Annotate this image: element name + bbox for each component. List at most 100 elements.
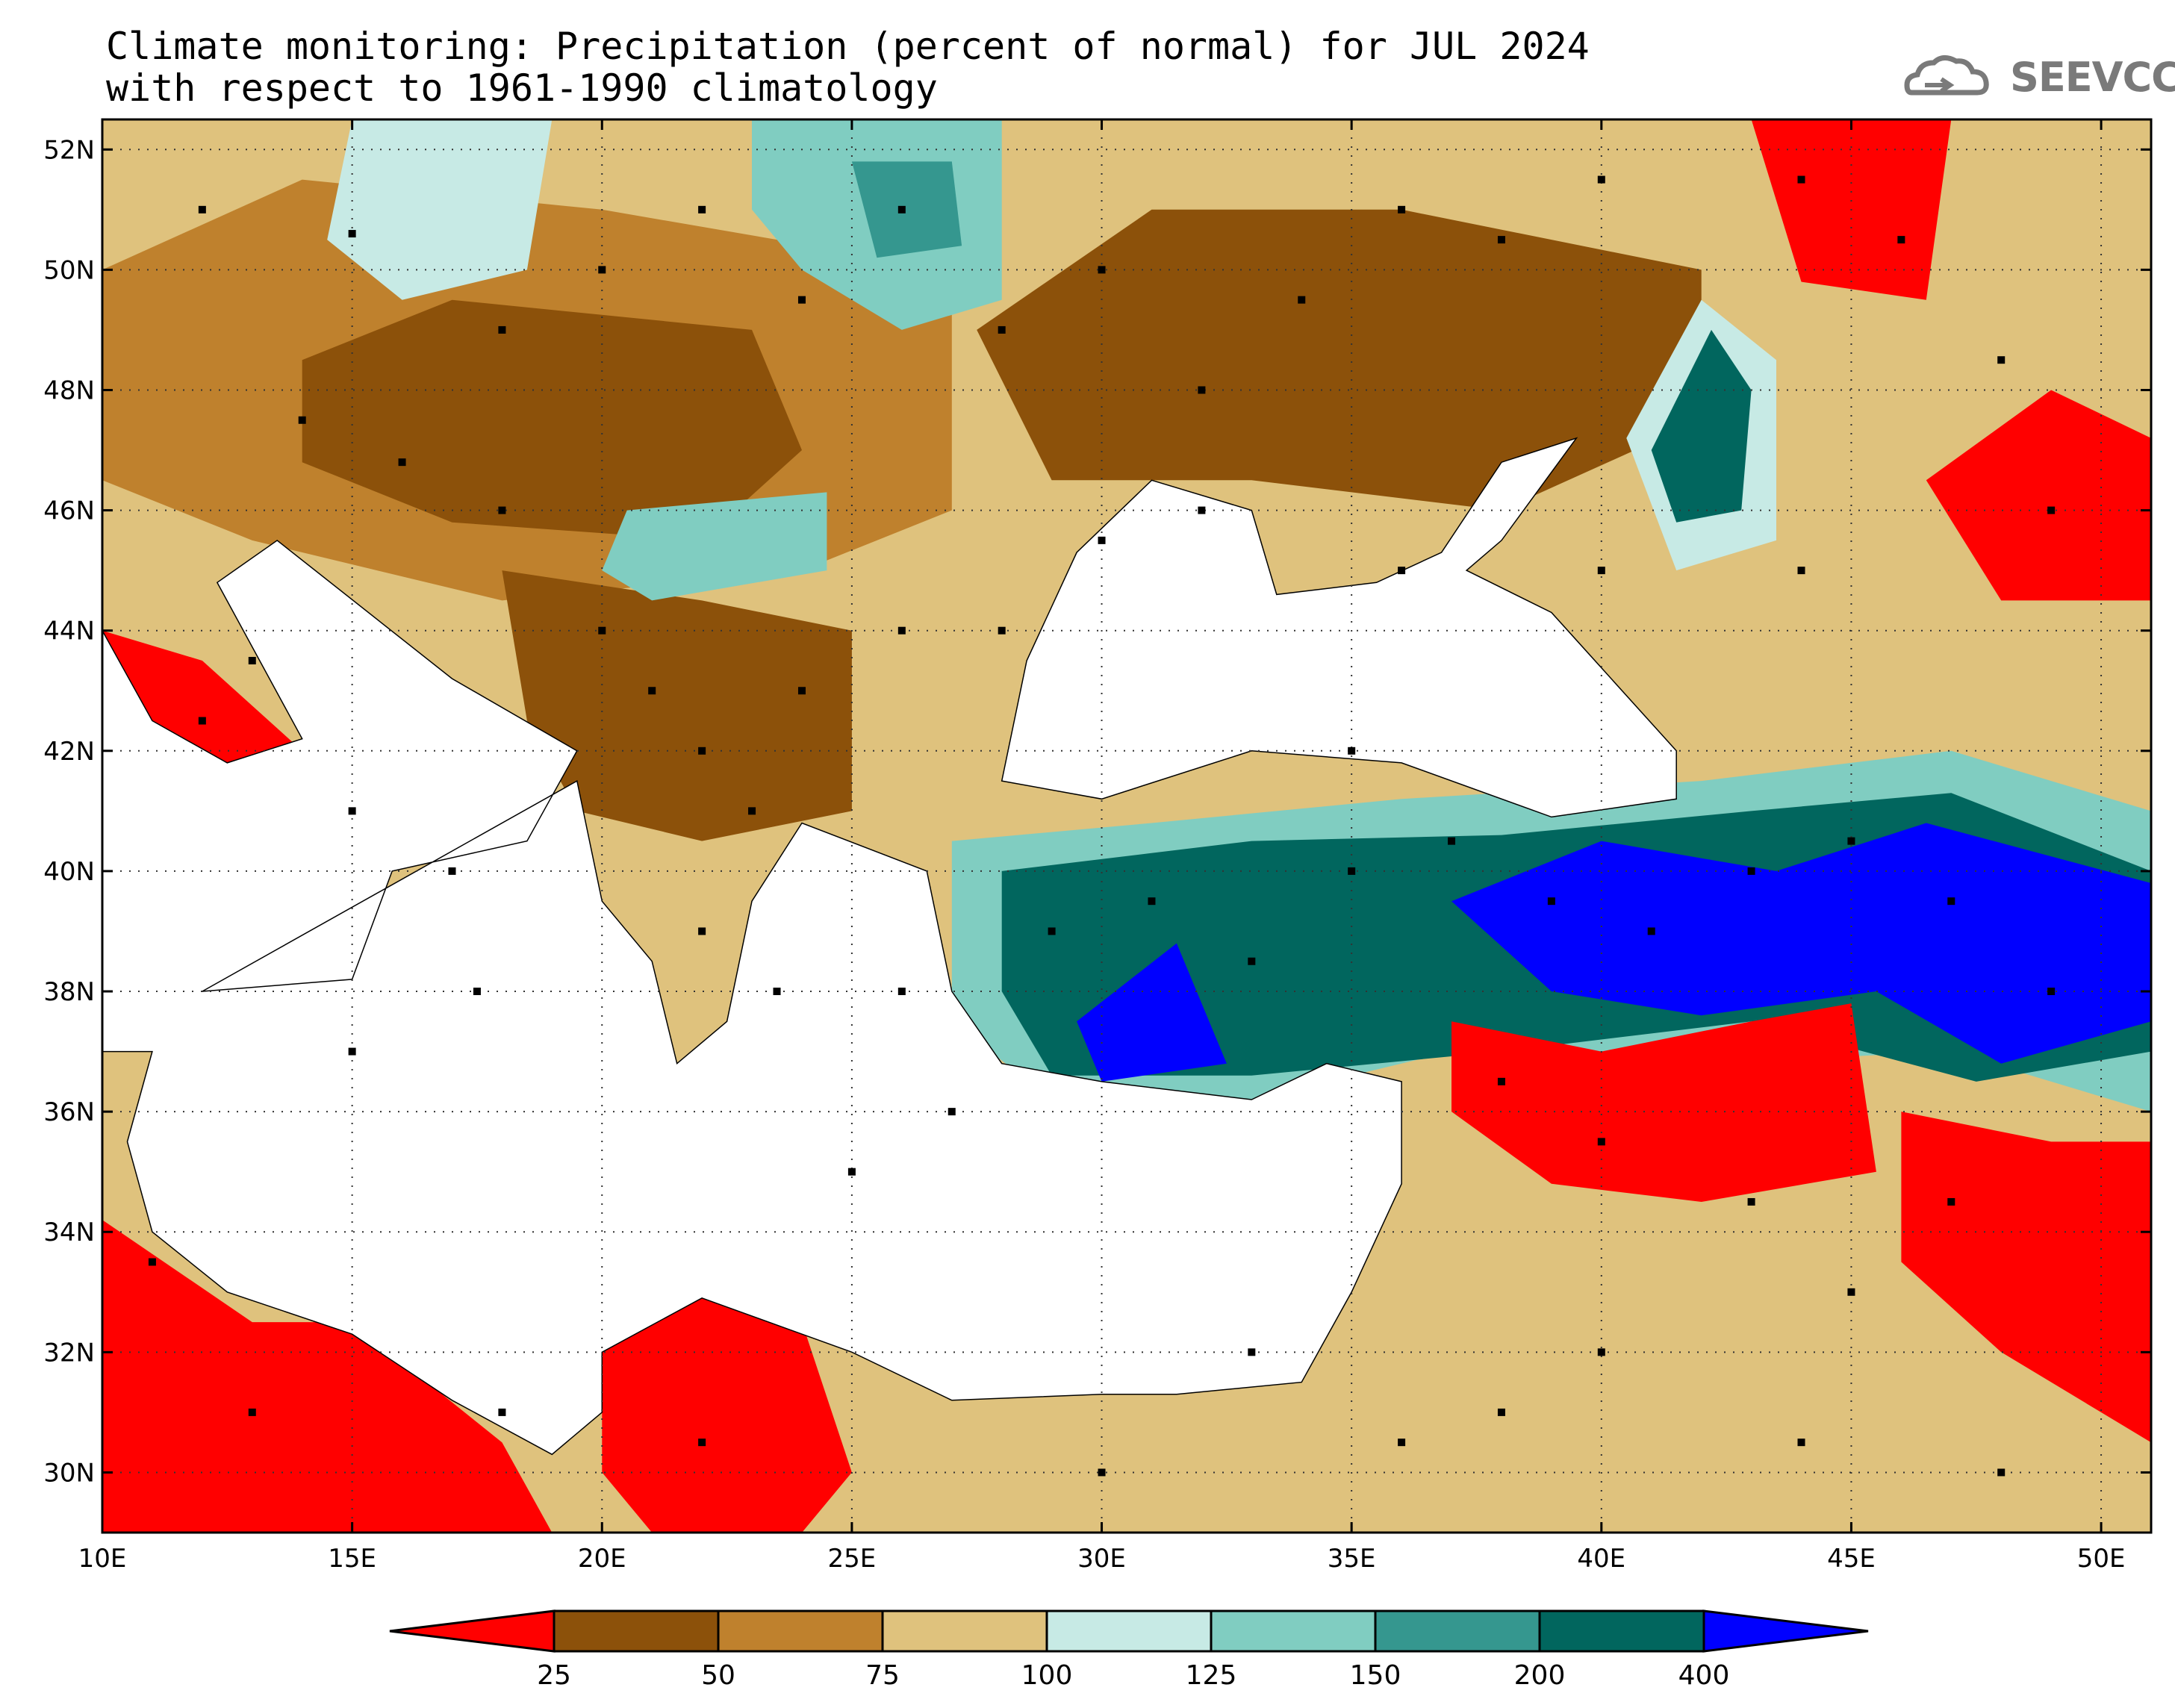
region-dry-libya-red <box>102 1220 553 1533</box>
station-marker <box>1198 506 1206 514</box>
axes: 10E 15E 20E 25E 30E 35E 40E 45E 50E 30N 32N 34N 36N 3… <box>43 119 2151 1574</box>
y-tick-label: 36N <box>43 1097 95 1127</box>
station-marker <box>698 927 706 935</box>
station-marker <box>598 266 606 274</box>
station-marker <box>1997 1468 2006 1477</box>
station-marker <box>847 1168 856 1176</box>
station-marker <box>1597 1348 1605 1356</box>
station-marker <box>773 988 781 996</box>
station-marker <box>1298 296 1306 304</box>
station-marker <box>1497 1408 1505 1416</box>
colorbar: 25 50 75 100 125 150 200 400 <box>389 1609 1869 1691</box>
station-marker <box>897 626 906 635</box>
station-marker <box>1348 747 1356 755</box>
region-dry-syria-red <box>1451 1003 1876 1202</box>
station-marker <box>348 1047 356 1056</box>
station-marker <box>1198 386 1206 394</box>
station-marker <box>2047 988 2056 996</box>
station-marker <box>1947 1197 1955 1206</box>
x-tick-label: 15E <box>328 1544 376 1574</box>
station-marker <box>1497 1077 1505 1085</box>
station-marker <box>1847 1288 1855 1296</box>
precipitation-regions <box>102 119 2151 1533</box>
station-marker <box>2047 506 2056 514</box>
sea-areas <box>102 437 1677 1456</box>
colorbar-bin <box>1210 1609 1377 1653</box>
chart-title-line-2: with respect to 1961-1990 climatology <box>106 66 938 110</box>
black-sea <box>1001 437 1677 818</box>
colorbar-bin-right-arrow <box>1702 1609 1869 1653</box>
station-marker <box>948 1108 956 1116</box>
station-marker <box>148 1258 156 1266</box>
colorbar-bin <box>1374 1609 1541 1653</box>
map-frame <box>101 118 2153 1534</box>
station-marker <box>198 717 206 725</box>
x-tick-label: 30E <box>1077 1544 1126 1574</box>
station-marker <box>897 205 906 214</box>
y-tick-label: 52N <box>43 135 95 165</box>
station-marker <box>248 1408 256 1416</box>
station-marker <box>1647 927 1655 935</box>
station-marker <box>1797 175 1805 184</box>
region-very-dry-balkans <box>502 570 852 841</box>
mediterranean-sea <box>102 539 1402 1456</box>
station-marker <box>1547 897 1555 906</box>
colorbar-label: 125 <box>1186 1660 1237 1691</box>
colorbar-label: 400 <box>1678 1660 1730 1691</box>
colorbar-label: 75 <box>865 1660 900 1691</box>
y-tick-label: 42N <box>43 737 95 767</box>
station-marker <box>498 325 506 334</box>
station-marker <box>1947 897 1955 906</box>
station-marker <box>1497 236 1505 244</box>
map-layer <box>102 119 2151 1533</box>
y-tick-label: 40N <box>43 857 95 887</box>
station-marker <box>198 205 206 214</box>
station-marker <box>598 626 606 635</box>
region-dry-ukraine-ring <box>977 209 1702 511</box>
station-marker <box>1098 536 1106 544</box>
station-marker <box>1747 867 1755 875</box>
colorbar-label: 25 <box>537 1660 571 1691</box>
region-wet-czech <box>327 119 553 300</box>
station-markers <box>148 175 2056 1477</box>
colorbar-bin <box>1045 1609 1213 1653</box>
y-tick-label: 32N <box>43 1338 95 1368</box>
x-tick-label: 20E <box>578 1544 626 1574</box>
station-marker <box>648 687 656 695</box>
colorbar-bin <box>881 1609 1048 1653</box>
station-marker <box>498 1408 506 1416</box>
colorbar-label: 150 <box>1350 1660 1401 1691</box>
station-marker <box>1597 1138 1605 1146</box>
region-dry-cyrenaica-red <box>602 1291 852 1533</box>
region-wet-poland-core <box>851 161 962 258</box>
station-marker <box>998 325 1006 334</box>
station-marker <box>1048 927 1056 935</box>
station-marker <box>1797 1439 1805 1447</box>
station-marker <box>1797 567 1805 575</box>
station-marker <box>698 1439 706 1447</box>
station-marker <box>1398 1439 1406 1447</box>
region-very-dry-pannonia <box>302 299 802 540</box>
region-wet-hungary-south <box>602 492 827 601</box>
station-marker <box>748 807 756 815</box>
station-marker <box>1398 567 1406 575</box>
colorbar-bin <box>1538 1609 1705 1653</box>
station-marker <box>473 988 481 996</box>
station-marker <box>348 230 356 238</box>
y-tick-label: 34N <box>43 1218 95 1247</box>
region-wet-don-core <box>1651 329 1752 523</box>
y-tick-label: 48N <box>43 375 95 405</box>
station-marker <box>448 867 456 875</box>
y-tick-label: 46N <box>43 496 95 526</box>
region-wet-anatolia-blue-south <box>1077 943 1227 1082</box>
station-marker <box>998 626 1006 635</box>
station-marker <box>1997 356 2006 364</box>
region-dry-caspian-red <box>1926 390 2151 601</box>
station-marker <box>1398 205 1406 214</box>
colorbar-bin-left-arrow <box>389 1609 556 1653</box>
region-wet-anatolia-blue-east <box>1451 823 2151 1064</box>
station-marker <box>248 656 256 664</box>
station-marker <box>1597 175 1605 184</box>
station-marker <box>1248 957 1256 965</box>
